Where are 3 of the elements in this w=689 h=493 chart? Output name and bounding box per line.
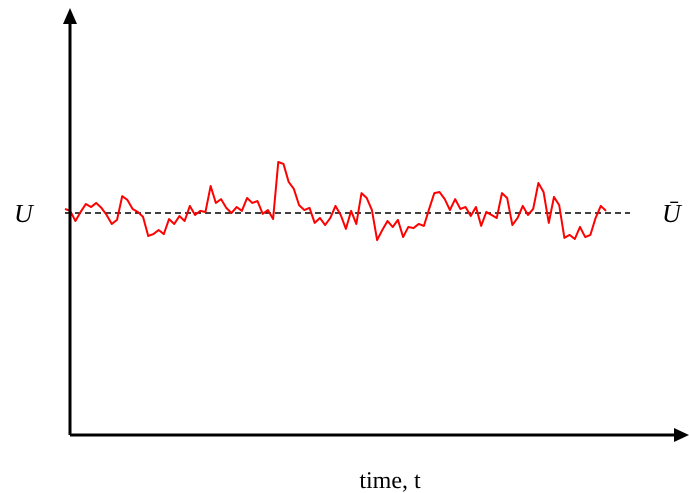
- x-axis-title: time, t: [359, 468, 421, 493]
- y-axis-title: U: [14, 199, 35, 228]
- ref-line-label: Ū: [662, 199, 683, 228]
